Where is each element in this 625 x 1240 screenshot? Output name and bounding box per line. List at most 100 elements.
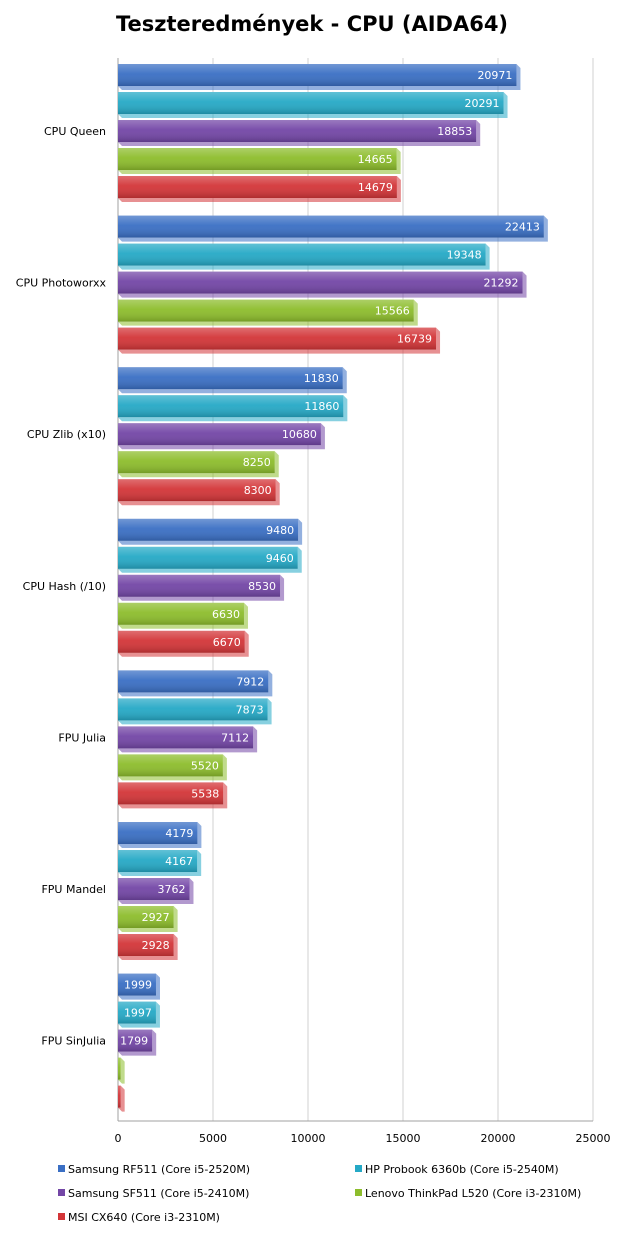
bar-depth [118,518,303,545]
legend-entry: Samsung SF511 (Core i5-2410M) [68,1187,249,1200]
data-label: 7912 [236,675,264,688]
legend-swatch [355,1165,362,1172]
category-label: FPU SinJulia [41,1035,106,1048]
bar-depth [118,64,521,90]
category-label: FPU Mandel [41,883,106,896]
bar-highlight [118,630,245,653]
bar-highlight [118,1085,121,1108]
x-tick-label: 15000 [386,1132,421,1145]
data-label: 9460 [266,552,294,565]
bar-depth [118,973,160,1000]
bar-highlight [118,546,298,569]
data-label: 1997 [124,1007,152,1020]
data-label: 7873 [236,703,264,716]
data-label: 6630 [212,608,240,621]
bar-highlight [118,367,343,390]
bar-highlight [118,782,224,805]
bar-depth [118,148,401,174]
bar-highlight [118,479,276,502]
legend-swatch [58,1189,65,1196]
bar-highlight [118,973,156,996]
bar-depth [118,878,194,904]
data-label: 8300 [244,484,272,497]
category-label: CPU Zlib (x10) [27,428,106,441]
bar-depth [118,602,248,629]
data-label: 10680 [282,428,317,441]
legend-entry: Lenovo ThinkPad L520 (Core i3-2310M) [365,1187,581,1200]
data-label: 1999 [124,979,152,992]
data-label: 20971 [477,69,512,82]
x-tick-label: 25000 [576,1132,611,1145]
bar-depth [118,299,418,326]
legend-swatch [58,1213,65,1220]
bar-highlight [118,64,517,86]
legend-swatch [58,1165,65,1172]
legend: Samsung RF511 (Core i5-2520M) HP Probook … [58,1163,581,1224]
bar-highlight [118,92,504,114]
x-tick-label: 5000 [199,1132,227,1145]
bar-depth [118,782,228,809]
data-label: 5538 [191,787,219,800]
data-label: 14679 [358,181,393,194]
category-label: CPU Queen [44,125,106,138]
legend-entry: HP Probook 6360b (Core i5-2540M) [365,1163,559,1176]
bar-highlight [118,726,254,749]
bar-highlight [118,754,223,777]
data-label: 11830 [304,372,339,385]
bar-highlight [118,395,344,418]
bar-highlight [118,822,198,844]
bar-highlight [118,602,244,625]
bar-highlight [118,518,299,541]
data-label: 3762 [157,883,185,896]
bar-highlight [118,451,275,474]
bar-depth [118,92,508,118]
data-label: 18853 [437,125,472,138]
data-label: 14665 [358,153,393,166]
category-label: FPU Julia [58,731,106,744]
bar-depth [118,176,401,202]
bar-highlight [118,299,414,322]
bar-depth [118,423,325,450]
bar-depth [118,1029,157,1056]
bar-depth [118,367,347,394]
bar-depth [118,698,272,725]
x-tick-label: 0 [115,1132,122,1145]
bar-depth [118,1001,160,1028]
data-label: 8530 [248,580,276,593]
bar-depth [118,630,249,657]
bar-highlight [118,698,268,721]
bar-highlight [118,934,174,956]
bar-depth [118,850,202,876]
bar-highlight [118,1029,153,1052]
chart-title: Teszteredmények - CPU (AIDA64) [116,12,508,36]
data-label: 140 [96,1091,117,1104]
data-label: 1799 [120,1035,148,1048]
data-label: 15566 [375,305,410,318]
bar-depth [118,243,490,270]
data-label: 8250 [243,456,271,469]
bar-highlight [118,176,397,198]
bar-highlight [118,670,269,693]
plot-area: 20971 20291 18853 14665 14679 22413 19348 21292… [96,64,548,1112]
data-label: 11860 [304,400,339,413]
data-label: 9480 [266,524,294,537]
category-axis: CPU Queen CPU Photoworxx CPU Zlib (x10) CPU… [16,125,107,1048]
x-tick-label: 20000 [481,1132,516,1145]
bar-depth [118,395,348,422]
bar-highlight [118,423,321,446]
data-label: 6670 [213,636,241,649]
bar-depth [118,327,441,354]
legend-swatch [355,1189,362,1196]
data-label: 2927 [142,911,170,924]
bar-highlight [118,271,523,294]
bar-highlight [118,327,437,350]
data-label: 2928 [142,939,170,952]
data-label: 19348 [447,249,482,262]
bar-highlight [118,574,281,597]
bar-depth [118,215,548,242]
bar-depth [118,822,202,848]
bar-highlight [118,243,486,266]
data-label: 5520 [191,759,219,772]
legend-entry: Samsung RF511 (Core i5-2520M) [68,1163,250,1176]
